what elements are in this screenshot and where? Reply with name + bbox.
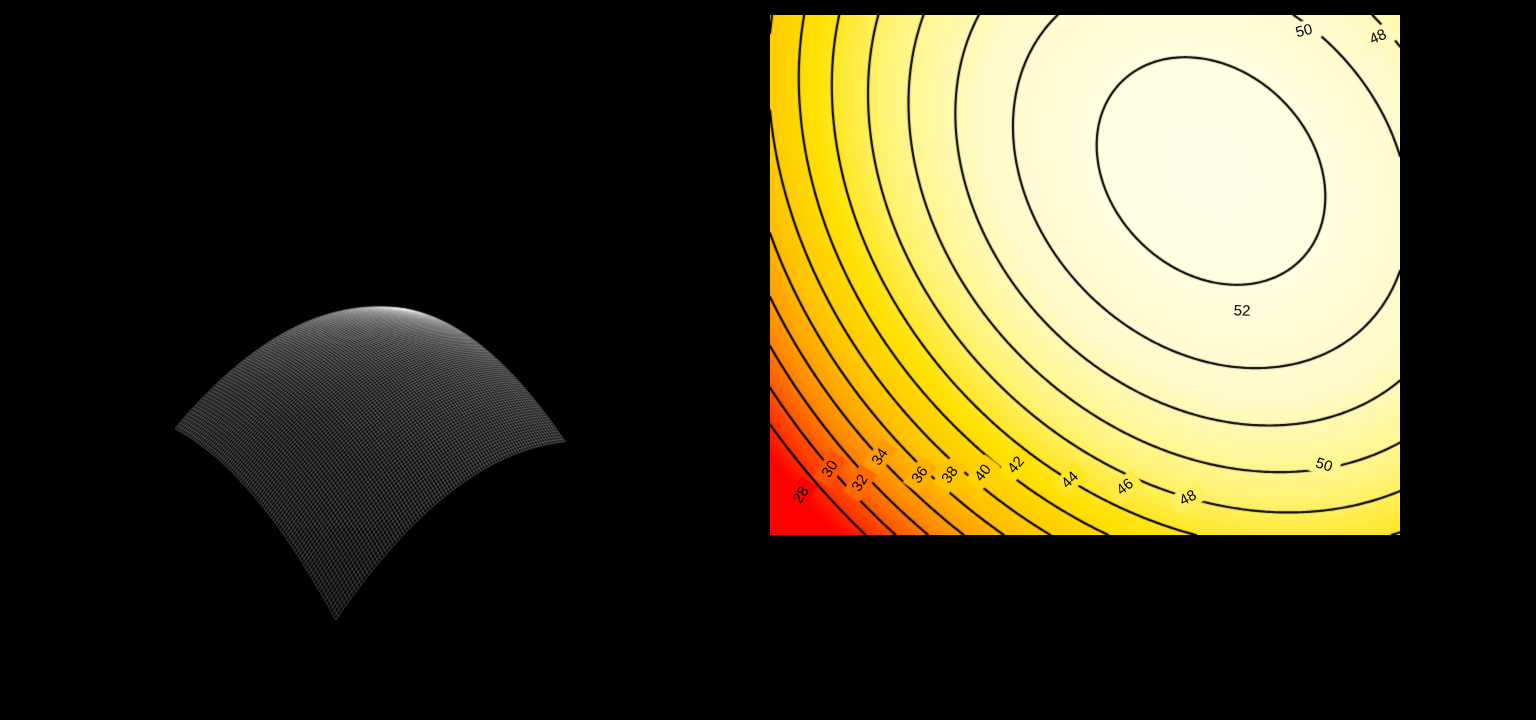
figure-container: 283032343638404244464850525048 [0, 0, 1536, 720]
surface-plot-3d [10, 20, 710, 620]
contour-plot [770, 15, 1400, 535]
contour-label: 52 [1233, 302, 1250, 320]
